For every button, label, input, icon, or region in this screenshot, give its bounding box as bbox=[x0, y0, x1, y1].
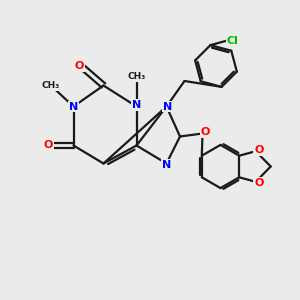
Text: O: O bbox=[201, 127, 210, 137]
Text: O: O bbox=[254, 145, 263, 155]
Text: CH₃: CH₃ bbox=[42, 81, 60, 90]
Text: Cl: Cl bbox=[227, 36, 239, 46]
Text: N: N bbox=[132, 100, 141, 110]
Text: O: O bbox=[43, 140, 53, 151]
Text: N: N bbox=[69, 101, 78, 112]
Text: CH₃: CH₃ bbox=[128, 72, 146, 81]
Text: N: N bbox=[162, 160, 171, 170]
Text: O: O bbox=[75, 61, 84, 71]
Text: N: N bbox=[164, 101, 172, 112]
Text: O: O bbox=[254, 178, 263, 188]
